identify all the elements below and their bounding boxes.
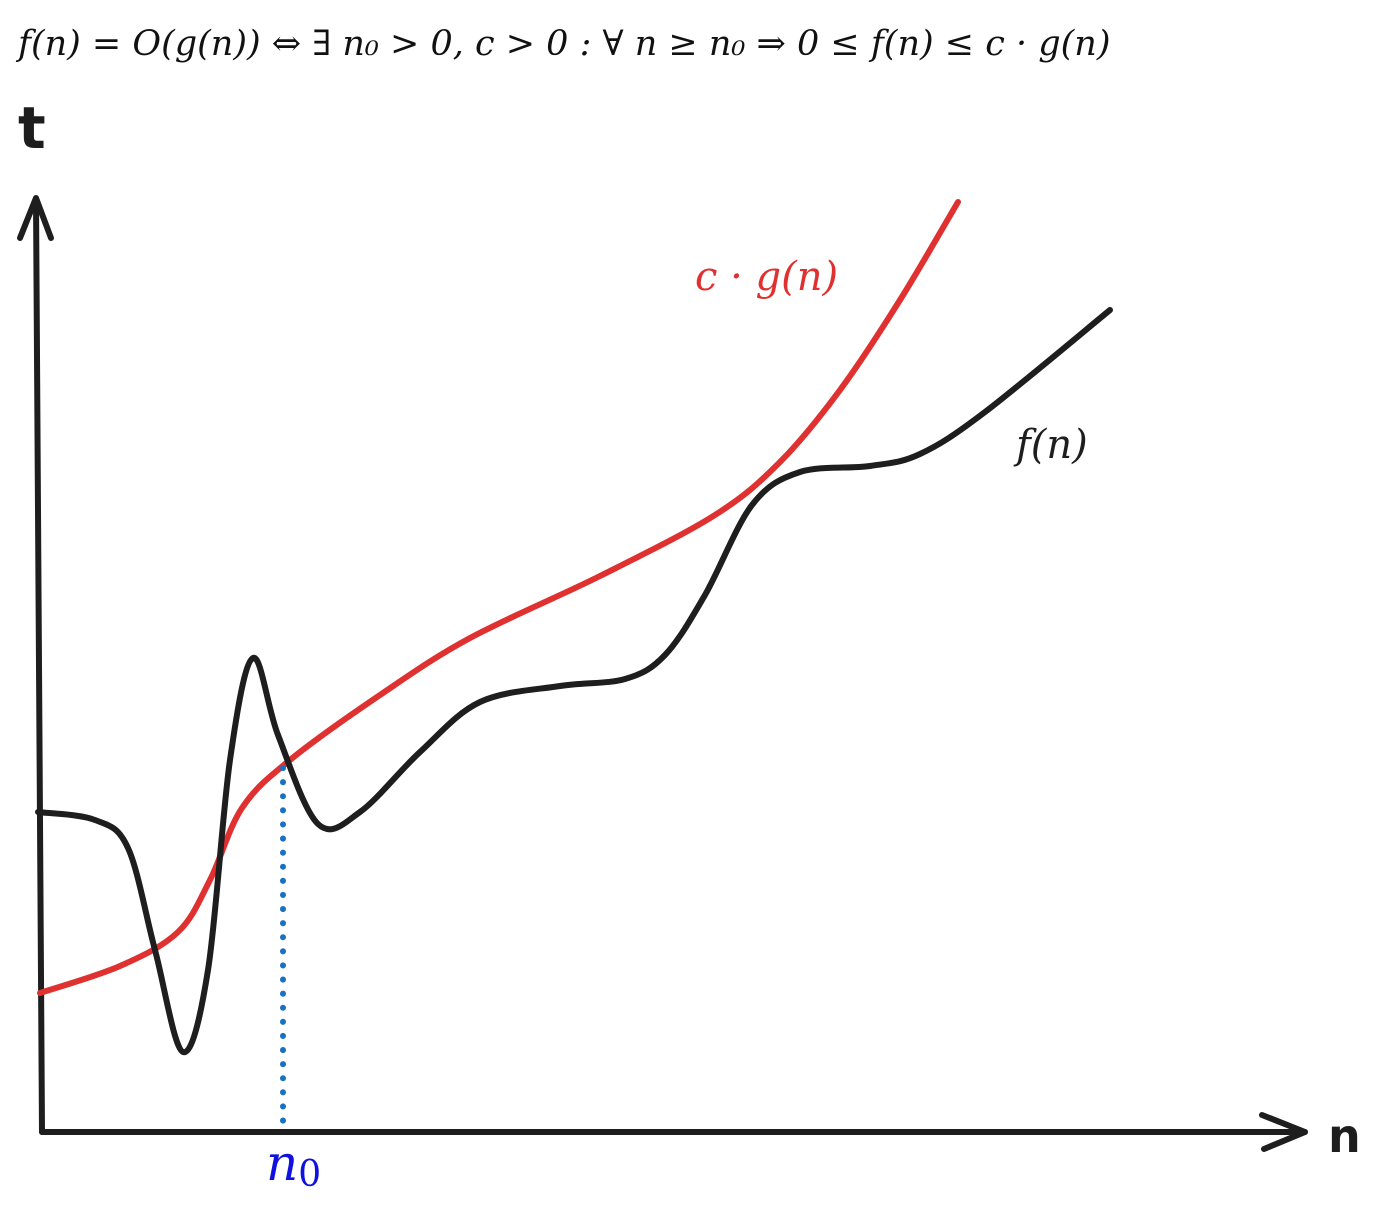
threshold-base: n xyxy=(266,1134,298,1192)
y-axis xyxy=(33,197,45,1135)
y-axis-label: t xyxy=(18,94,46,162)
g-label: c · g(n) xyxy=(695,254,838,300)
definition: f(n) = O(g(n)) ⇔ ∃ n₀ > 0, c > 0 : ∀ n ≥… xyxy=(15,24,1110,64)
threshold-subscript: 0 xyxy=(298,1154,321,1195)
threshold-label: n0 xyxy=(266,1134,321,1195)
f-label: f(n) xyxy=(1013,422,1088,468)
x-arrow xyxy=(1259,1112,1308,1152)
y-arrow xyxy=(17,195,54,241)
x-axis-label: n xyxy=(1328,1109,1361,1163)
g-curve xyxy=(37,199,961,996)
f-curve xyxy=(35,307,1113,1056)
